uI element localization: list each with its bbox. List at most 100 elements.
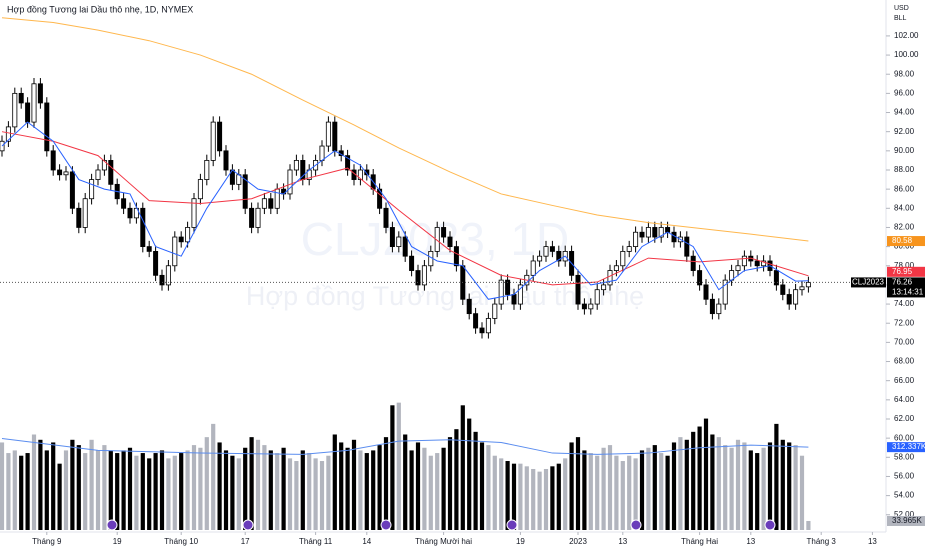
currency: USD — [894, 5, 909, 12]
event-icon[interactable] — [242, 519, 254, 531]
unit: BLL — [894, 15, 907, 22]
volume-bar — [268, 450, 273, 530]
volume-bar — [697, 426, 702, 530]
candle-body — [665, 227, 671, 233]
volume-bar — [121, 450, 126, 530]
volume-bar — [716, 437, 721, 530]
candle-body — [396, 236, 402, 248]
volume-bar — [550, 466, 555, 530]
price-tag-label: 76.95 — [892, 267, 913, 276]
candle-body — [127, 207, 133, 219]
volume-bar — [748, 450, 753, 530]
candle-body — [453, 246, 459, 267]
y-tick-label: 78.00 — [894, 261, 915, 270]
volume-bar — [415, 442, 421, 530]
y-tick-label: 72.00 — [894, 318, 915, 327]
volume-bar — [19, 455, 24, 530]
event-icon[interactable] — [764, 519, 776, 531]
volume-bar — [134, 455, 139, 530]
volume-bar — [83, 453, 88, 530]
candle-body — [498, 279, 504, 305]
candle-body — [12, 92, 18, 128]
volume-bar — [614, 455, 619, 530]
chart-title: Hợp đồng Tương lai Dầu thô nhẹ, 1D, NYME… — [7, 4, 193, 14]
candle-body — [287, 169, 293, 195]
candle-body — [389, 227, 395, 248]
volume-bar — [255, 439, 261, 530]
volume-bar — [543, 468, 549, 530]
volume-bar — [755, 453, 760, 530]
moving-average-line — [1, 131, 809, 286]
volume-bar — [652, 445, 657, 530]
candle-body — [319, 145, 325, 161]
moving-average-line — [1, 121, 809, 300]
candle-body — [217, 121, 223, 152]
candle-body — [332, 121, 338, 152]
volume-bar — [108, 450, 113, 530]
price-tag-label: 312.337K — [892, 442, 927, 451]
y-tick-label: 74.00 — [894, 299, 915, 308]
volume-bar — [403, 434, 408, 530]
candle-body — [447, 236, 453, 248]
volume-bar — [473, 431, 478, 530]
candle-body — [255, 207, 261, 228]
candle-body — [780, 284, 786, 295]
candle-body — [620, 250, 626, 267]
candle-body — [793, 289, 799, 305]
candle-body — [741, 255, 747, 267]
candle-body — [549, 246, 555, 252]
candle-body — [95, 169, 101, 180]
candle-body — [345, 155, 351, 171]
price-tag — [887, 266, 925, 277]
candle-body — [466, 298, 472, 315]
x-tick-label: Tháng 3 — [807, 537, 837, 546]
candle-body — [223, 150, 229, 171]
candle-body — [684, 236, 690, 257]
price-tag-label: 33.965K — [892, 516, 922, 525]
candle-body — [133, 207, 139, 219]
candle-body — [473, 313, 479, 329]
volume-bar — [454, 429, 459, 530]
volume-bar — [601, 447, 606, 530]
volume-bar — [383, 437, 389, 530]
candle-body — [601, 284, 607, 291]
last-price-tag — [887, 277, 925, 298]
volume-bar — [12, 450, 17, 530]
candle-body — [421, 265, 427, 286]
event-icon[interactable] — [380, 519, 392, 531]
volume-bar — [390, 405, 395, 530]
volume-bar — [364, 453, 369, 530]
candle-body — [658, 227, 664, 238]
volume-bar — [678, 437, 683, 530]
candle-body — [543, 246, 549, 257]
candle-body — [633, 231, 639, 248]
volume-bar — [671, 442, 677, 530]
volume-bar — [358, 450, 363, 530]
volume-bar — [435, 453, 440, 530]
candle-body — [383, 207, 389, 228]
volume-bar — [729, 447, 734, 530]
volume-bar — [153, 453, 158, 530]
volume-bar — [409, 450, 414, 530]
candle-body — [76, 207, 82, 228]
x-tick-label: Tháng 10 — [164, 537, 198, 546]
candle-body — [101, 160, 107, 171]
candle-body — [588, 303, 594, 310]
y-tick-label: 60.00 — [894, 433, 915, 442]
volume-bar — [25, 453, 30, 530]
volume-bar — [198, 447, 203, 530]
volume-bar — [422, 447, 427, 530]
event-icon[interactable] — [506, 519, 518, 531]
volume-bar — [281, 447, 286, 530]
x-tick-label: 19 — [516, 537, 525, 546]
event-icon[interactable] — [630, 519, 642, 531]
volume-bar — [633, 458, 638, 530]
volume-bar — [172, 455, 177, 530]
symbol-tag-label: CLJ2023 — [852, 278, 885, 287]
y-tick-label: 84.00 — [894, 203, 915, 212]
event-icon[interactable] — [106, 519, 118, 531]
candle-body — [537, 255, 543, 262]
candle-body — [697, 270, 703, 286]
volume-bar — [38, 439, 43, 530]
